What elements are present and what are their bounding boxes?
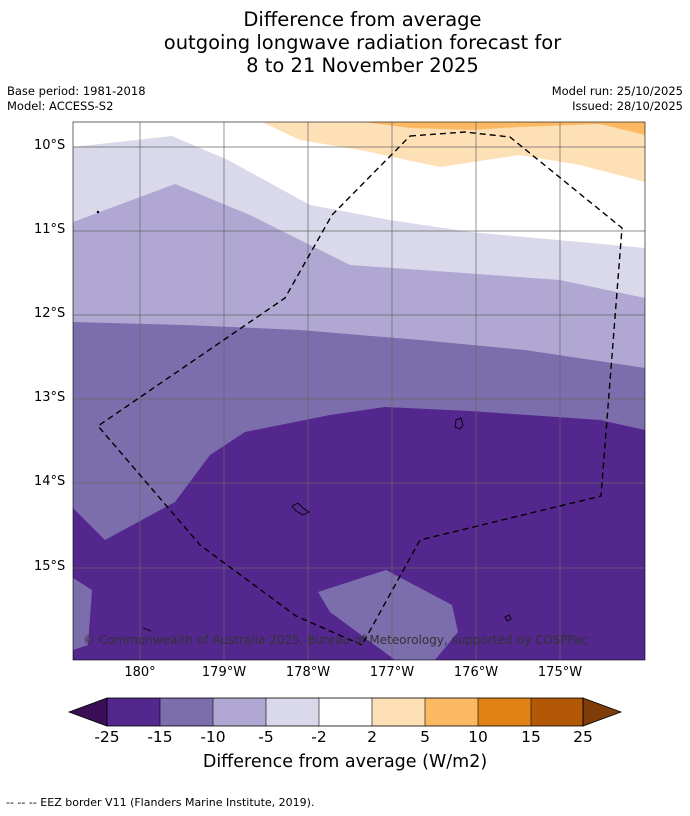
lat-label-15s: 15°S — [34, 559, 66, 574]
colorbar-segment — [266, 698, 319, 726]
colorbar-segment — [213, 698, 266, 726]
colorbar-segment — [319, 698, 372, 726]
band-neg25-neg15 — [73, 407, 645, 660]
lon-label-176w: 176°W — [453, 665, 499, 680]
colorbar-tick-label: -15 — [147, 728, 173, 746]
copyright-note: © Commonwealth of Australia 2025, Bureau… — [83, 633, 589, 647]
colorbar-segment — [478, 698, 531, 726]
lat-label-11s: 11°S — [34, 222, 66, 237]
colorbar-segment — [107, 698, 160, 726]
map-title: Difference from average outgoing longwav… — [0, 8, 690, 77]
plot-frame — [72, 121, 646, 661]
colorbar-tick-label: -5 — [258, 728, 274, 746]
lon-label-180: 180° — [124, 665, 156, 680]
eez-border — [96, 131, 623, 646]
meta-right: Model run: 25/10/2025 Issued: 28/10/2025 — [552, 84, 683, 114]
title-line-1: Difference from average — [243, 8, 482, 31]
issued-date: Issued: 28/10/2025 — [572, 99, 683, 113]
graticule — [73, 122, 645, 660]
island — [291, 502, 310, 516]
band-neg15-neg10-patch — [318, 570, 458, 660]
title-line-2: outgoing longwave radiation forecast for — [163, 31, 562, 54]
title-line-3: 8 to 21 November 2025 — [246, 54, 479, 77]
colorbar-tick-label: -10 — [200, 728, 226, 746]
island — [96, 210, 100, 214]
colorbar-segment — [425, 698, 478, 726]
colorbar-tick-label: -2 — [311, 728, 327, 746]
colorbar-title: Difference from average (W/m2) — [202, 752, 488, 772]
colorbar-extend-high — [582, 697, 623, 727]
colorbar-tick-label: 25 — [573, 728, 593, 746]
meta-left: Base period: 1981-2018 Model: ACCESS-S2 — [7, 84, 146, 114]
colorbar-tick-label: 5 — [420, 728, 430, 746]
band-pos5-pos10 — [365, 122, 645, 135]
colorbar — [67, 697, 623, 727]
island — [454, 417, 464, 430]
footer-legend: -- -- -- EEZ border V11 (Flanders Marine… — [6, 796, 315, 809]
band-neg15-neg10-edge — [73, 578, 92, 650]
lon-label-178w: 178°W — [285, 665, 331, 680]
base-period: Base period: 1981-2018 — [7, 84, 146, 98]
model-run: Model run: 25/10/2025 — [551, 84, 683, 98]
colorbar-segment — [372, 698, 425, 726]
colorbar-tick-label: 15 — [521, 728, 541, 746]
colorbar-tick-label: 10 — [468, 728, 488, 746]
islands — [96, 210, 512, 632]
lat-label-12s: 12°S — [34, 306, 66, 321]
lat-label-10s: 10°S — [34, 138, 66, 153]
lat-label-13s: 13°S — [34, 390, 66, 405]
lon-label-177w: 177°W — [369, 665, 415, 680]
colorbar-extend-low — [67, 697, 108, 727]
colorbar-tick-label: 2 — [367, 728, 377, 746]
lon-label-175w: 175°W — [537, 665, 583, 680]
colorbar-frame — [106, 697, 584, 727]
colorbar-segment — [531, 698, 583, 726]
band-pos2-pos5 — [262, 122, 645, 182]
anomaly-field — [73, 122, 645, 660]
island — [504, 614, 512, 622]
island — [142, 627, 152, 632]
colorbar-tick-label: -25 — [94, 728, 120, 746]
lat-label-14s: 14°S — [34, 474, 66, 489]
colorbar-segment — [160, 698, 213, 726]
lon-label-179w: 179°W — [201, 665, 247, 680]
model-name: Model: ACCESS-S2 — [7, 99, 114, 113]
